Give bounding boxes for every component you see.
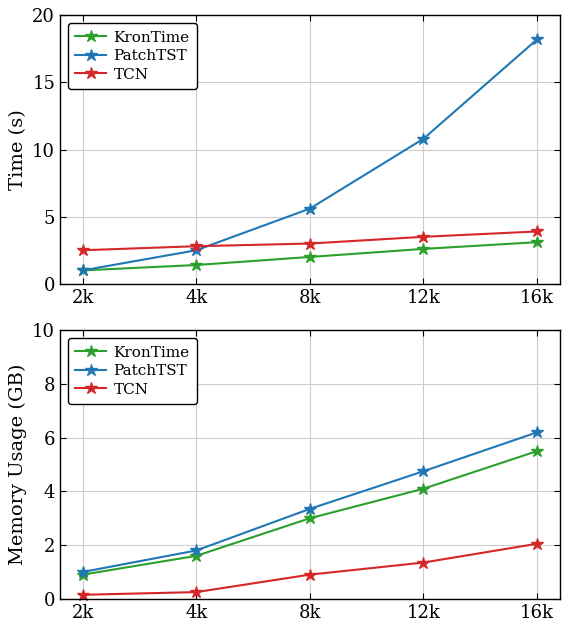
PatchTST [193, 547, 200, 554]
PatchTST [306, 505, 313, 513]
KronTime [533, 238, 540, 246]
PatchTST [306, 205, 313, 212]
KronTime [420, 485, 427, 493]
Line: PatchTST: PatchTST [77, 33, 543, 277]
TCN [306, 571, 313, 578]
PatchTST [533, 428, 540, 436]
PatchTST [80, 266, 86, 274]
PatchTST [533, 36, 540, 43]
KronTime [533, 447, 540, 455]
Legend: KronTime, PatchTST, TCN: KronTime, PatchTST, TCN [68, 338, 197, 404]
Line: KronTime: KronTime [77, 445, 543, 581]
TCN [306, 240, 313, 248]
TCN [193, 588, 200, 596]
Line: TCN: TCN [77, 537, 543, 601]
TCN [420, 233, 427, 241]
KronTime [193, 261, 200, 269]
Line: PatchTST: PatchTST [77, 426, 543, 578]
TCN [420, 559, 427, 566]
TCN [193, 243, 200, 250]
KronTime [80, 266, 86, 274]
TCN [533, 540, 540, 547]
PatchTST [420, 135, 427, 142]
TCN [80, 246, 86, 254]
Legend: KronTime, PatchTST, TCN: KronTime, PatchTST, TCN [68, 23, 197, 89]
Line: KronTime: KronTime [77, 236, 543, 277]
KronTime [80, 571, 86, 578]
PatchTST [80, 568, 86, 576]
Y-axis label: Time (s): Time (s) [9, 109, 27, 190]
PatchTST [420, 467, 427, 475]
TCN [80, 591, 86, 598]
PatchTST [193, 246, 200, 254]
Y-axis label: Memory Usage (GB): Memory Usage (GB) [9, 364, 27, 565]
KronTime [306, 515, 313, 522]
KronTime [193, 552, 200, 559]
Line: TCN: TCN [77, 225, 543, 256]
KronTime [420, 245, 427, 253]
KronTime [306, 253, 313, 261]
TCN [533, 227, 540, 235]
